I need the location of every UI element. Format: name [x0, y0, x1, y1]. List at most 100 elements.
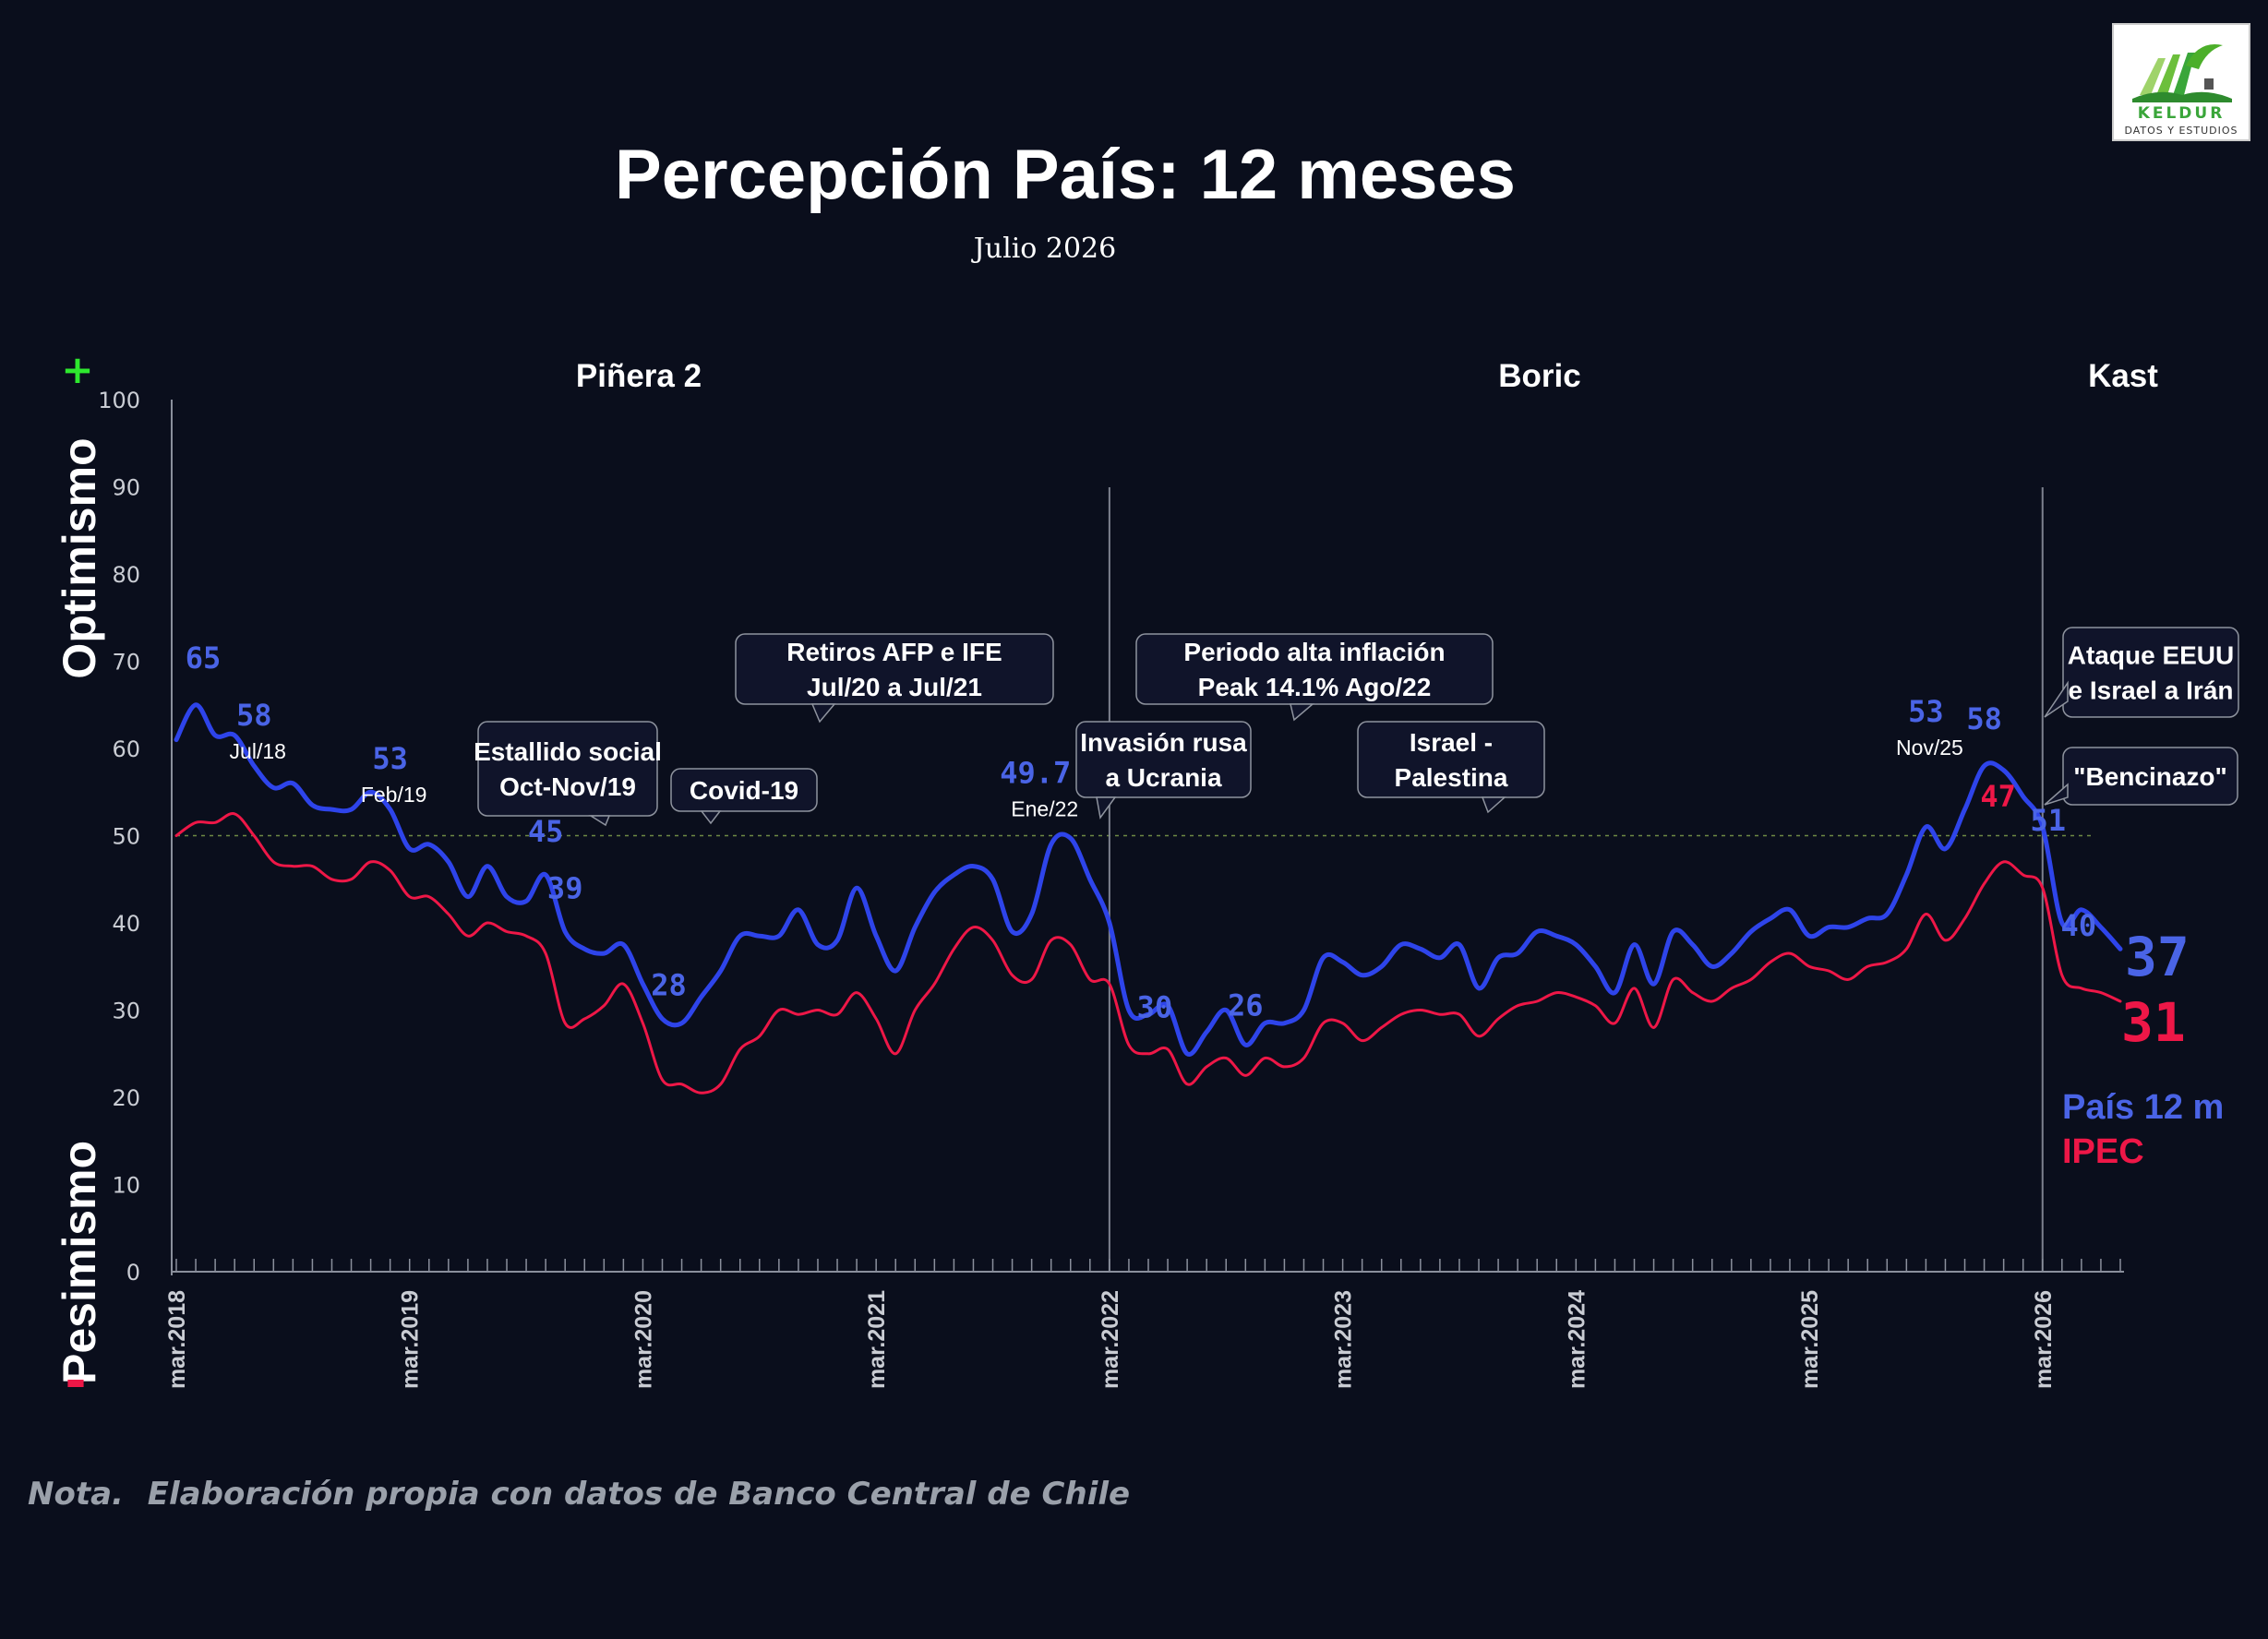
callout-box: Covid-19 [670, 768, 818, 825]
logo-mark-icon [2132, 43, 2232, 102]
callout-frame [2062, 627, 2239, 718]
x-tick-label: mar.2022 [1098, 1290, 1123, 1389]
callout-text: Ataque EEUU [2068, 641, 2234, 670]
data-label: 58 [1966, 701, 2002, 736]
callout-box: "Bencinazo" [2044, 747, 2238, 806]
keldur-logo: KELDUR DATOS Y ESTUDIOS [2112, 23, 2250, 141]
data-label: 51 [2030, 803, 2066, 838]
legend: País 12 m IPEC [2062, 1088, 2224, 1171]
data-label: 30 [1137, 990, 1173, 1025]
x-tick-label: mar.2021 [864, 1290, 890, 1389]
series-lines [174, 702, 2123, 1095]
callout-text: Estallido social [474, 737, 662, 766]
data-label: 45 [528, 814, 564, 849]
y-tick-label: 80 [112, 562, 140, 588]
data-labels: 65 58 Jul/18 53 Feb/19 45 39 28 49.7 Ene/22 30 26 53… [186, 640, 2190, 1054]
data-label: 40 [2061, 908, 2097, 943]
y-tick-label: 30 [112, 999, 140, 1024]
callout-box: Ataque EEUU e Israel a Irán [2044, 627, 2239, 718]
callout-box: Israel - Palestina [1357, 721, 1545, 814]
y-tick-label: 50 [112, 824, 140, 850]
plus-sign: + [61, 347, 93, 392]
footnote-text: Elaboración propia con datos de Banco Ce… [148, 1476, 1130, 1513]
callout-frame [1357, 721, 1545, 798]
callout-text: "Bencinazo" [2073, 762, 2227, 791]
footnote: Nota. Elaboración propia con datos de Ba… [28, 1476, 1130, 1513]
data-label-date: Nov/25 [1896, 736, 1963, 760]
y-label-optimismo: Optimismo [54, 437, 105, 678]
line-pais [174, 702, 2123, 1057]
data-label: 53 [372, 741, 408, 776]
data-label-date: Ene/22 [1011, 796, 1078, 820]
data-label: 58 [236, 698, 272, 733]
callout-pointer [2044, 783, 2069, 806]
callout-text: e Israel a Irán [2068, 676, 2233, 705]
y-tick-label: 90 [112, 475, 140, 501]
callout-pointer [810, 703, 836, 724]
y-tick-label: 60 [112, 736, 140, 762]
callout-text: Invasión rusa [1080, 728, 1247, 757]
x-tick-label: mar.2018 [164, 1290, 190, 1389]
y-tick-label: 70 [112, 650, 140, 676]
end-value-label: 37 [2125, 926, 2190, 988]
callout-pointer [1096, 796, 1117, 820]
svg-text:Nota. Elaboración propia: Nota. Elaboración propia con datos de Ba… [28, 1476, 1130, 1513]
callout-text: Palestina [1395, 763, 1508, 792]
data-label: 47 [1980, 779, 2016, 814]
period-name: Boric [1498, 358, 1580, 394]
callout-text: Periodo alta inflación [1183, 638, 1445, 666]
logo-brand: KELDUR [2137, 104, 2226, 123]
callout-frame [1075, 721, 1252, 798]
callout-box: Estallido social Oct-Nov/19 [474, 721, 662, 827]
x-tick-label: mar.2024 [1564, 1290, 1590, 1389]
footnote-prefix: Nota. [28, 1476, 124, 1513]
y-tick-label: 10 [112, 1173, 140, 1199]
callout-pointer [588, 815, 611, 827]
period-name: Piñera 2 [576, 358, 702, 394]
y-tick-label: 40 [112, 911, 140, 937]
callout-box: Invasión rusa a Ucrania [1075, 721, 1252, 820]
data-label: 49.7 [1000, 755, 1071, 790]
y-tick-label: 0 [126, 1260, 140, 1286]
x-tick-label: mar.2026 [2031, 1290, 2057, 1389]
callout-pointer [1290, 703, 1315, 722]
y-label-pesimismo: Pesimismo [54, 1141, 105, 1384]
data-label: 39 [547, 870, 583, 905]
logo-subtitle: DATOS Y ESTUDIOS [2124, 125, 2238, 137]
callout-text: Oct-Nov/19 [499, 772, 636, 801]
callout-text: a Ucrania [1105, 763, 1221, 792]
data-label-date: Feb/19 [361, 783, 427, 807]
x-tick-label: mar.2025 [1797, 1290, 1823, 1389]
data-label: 53 [1908, 694, 1944, 729]
minus-sign: - [65, 1351, 86, 1411]
data-label: 26 [1228, 987, 1264, 1023]
callout-frame [735, 633, 1054, 705]
chart-title: Percepción País: 12 meses [615, 136, 1516, 214]
callout-pointer [2044, 680, 2069, 718]
x-tick-label: mar.2020 [630, 1290, 656, 1389]
data-label: 65 [186, 640, 222, 676]
y-tick-label: 100 [98, 388, 140, 413]
data-label-date: Jul/18 [230, 739, 286, 763]
period-name: Kast [2088, 358, 2158, 394]
callout-frame [2062, 747, 2238, 806]
callout-frame [670, 768, 818, 812]
data-label: 28 [651, 968, 687, 1003]
legend-pais: País 12 m [2062, 1088, 2224, 1127]
axes: 0 10 20 30 40 50 60 70 80 90 100 mar.2018 mar.2019 ma… [98, 388, 2124, 1389]
callout-text: Israel - [1410, 728, 1493, 757]
period-markers: Piñera 2 Boric Kast [576, 358, 2158, 1272]
legend-ipec: IPEC [2062, 1132, 2144, 1171]
callout-frame [1135, 633, 1494, 705]
y-tick-label: 20 [112, 1085, 140, 1111]
x-tick-label: mar.2023 [1331, 1290, 1357, 1389]
x-tick-label: mar.2019 [398, 1290, 424, 1389]
end-value-label: 31 [2121, 991, 2186, 1054]
callout-box: Periodo alta inflación Peak 14.1% Ago/22 [1135, 633, 1494, 722]
callout-text: Covid-19 [690, 776, 798, 805]
callout-pointer [700, 810, 722, 825]
callout-pointer [1481, 796, 1506, 814]
chart-subtitle: Julio 2026 [971, 233, 1116, 265]
line-ipec [174, 812, 2122, 1095]
